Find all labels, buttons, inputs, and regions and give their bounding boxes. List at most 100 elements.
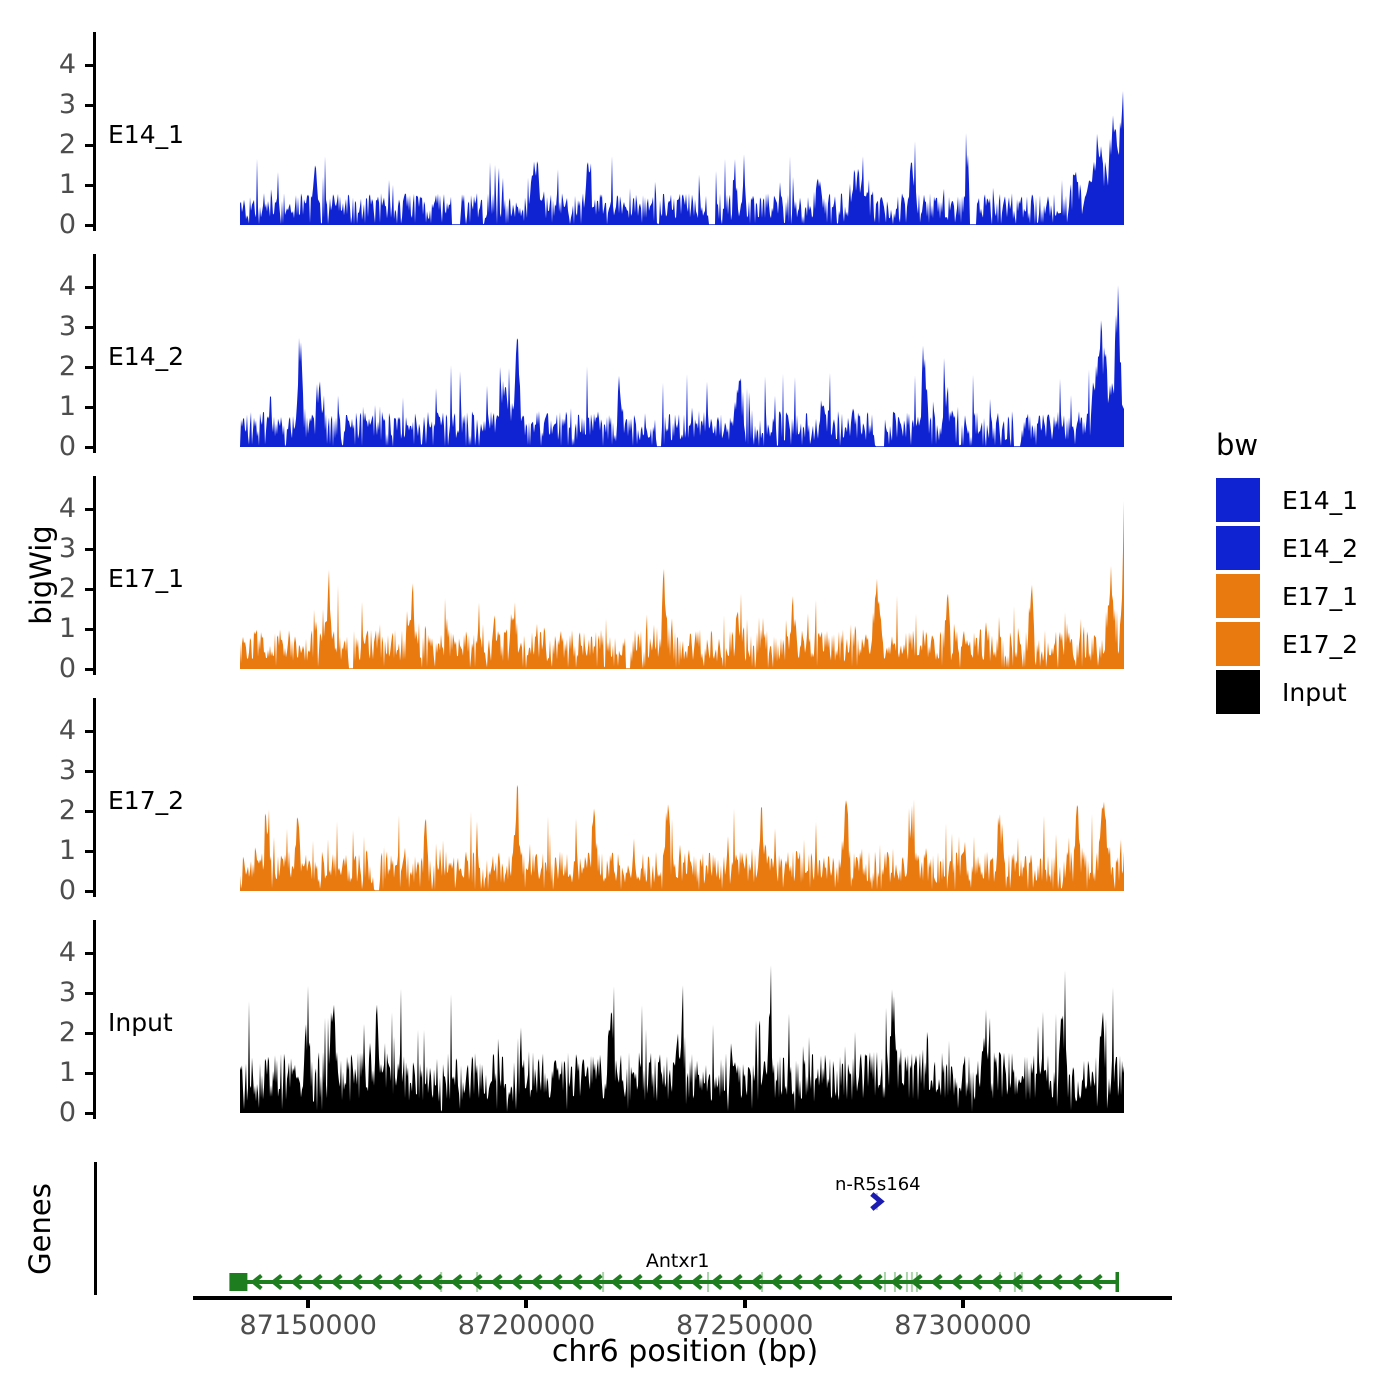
strand-arrow-left-icon <box>550 1273 563 1291</box>
y-tick <box>85 849 93 853</box>
y-tick <box>85 1071 93 1075</box>
x-tick <box>742 1299 747 1308</box>
strand-arrow-left-icon <box>350 1273 363 1291</box>
track-area-E14_1 <box>239 91 1124 225</box>
x-tick-label: 87250000 <box>675 1310 814 1341</box>
y-tick-label: 0 <box>58 1097 76 1128</box>
legend-item-E14_2: E14_2 <box>1216 526 1396 570</box>
legend-item-label: E14_1 <box>1282 485 1359 515</box>
strand-arrow-left-icon <box>530 1273 543 1291</box>
y-tick <box>85 667 93 671</box>
legend-swatch-icon <box>1216 478 1260 522</box>
legend-items: E14_1 E14_2 E17_1 E17_2 Input <box>1216 478 1396 714</box>
y-tick <box>85 991 93 995</box>
gene-name-label: n-R5s164 <box>835 1174 921 1195</box>
y-tick-label: 2 <box>58 129 76 160</box>
x-tick-label: 87300000 <box>894 1310 1032 1341</box>
legend-title: bw <box>1216 428 1259 462</box>
y-tick <box>85 951 93 955</box>
strand-arrow-left-icon <box>730 1273 743 1291</box>
x-tick <box>306 1299 311 1308</box>
strand-arrow-left-icon <box>370 1273 383 1291</box>
strand-arrow-left-icon <box>570 1273 583 1291</box>
x-tick <box>960 1299 965 1308</box>
strand-arrow-left-icon <box>1030 1273 1043 1291</box>
strand-arrow-left-icon <box>970 1273 983 1291</box>
strand-arrow-left-icon <box>810 1273 823 1291</box>
y-tick <box>85 769 93 773</box>
legend: bw E14_1 E14_2 E17_1 E17_2 Input <box>1216 428 1396 718</box>
strand-arrow-left-icon <box>790 1273 803 1291</box>
y-tick <box>85 1031 93 1035</box>
y-tick-label: 2 <box>58 1017 76 1048</box>
genes-svg: n-R5s164 Antxr1 <box>229 1174 1120 1292</box>
y-tick-label: 4 <box>58 715 76 746</box>
strand-arrow-left-icon <box>410 1273 423 1291</box>
y-tick <box>85 627 93 631</box>
strand-arrow-left-icon <box>750 1273 763 1291</box>
gene-name-label: Antxr1 <box>646 1250 710 1272</box>
strand-arrow-left-icon <box>710 1273 723 1291</box>
strand-arrow-left-icon <box>590 1273 603 1291</box>
y-tick <box>85 63 93 67</box>
legend-item-label: E17_2 <box>1282 629 1359 659</box>
strand-arrow-left-icon <box>1010 1273 1023 1291</box>
strand-arrow-left-icon <box>890 1273 903 1291</box>
legend-item-Input: Input <box>1216 670 1396 714</box>
track-name-label: E14_2 <box>108 342 185 371</box>
strand-arrow-left-icon <box>950 1273 963 1291</box>
y-tick <box>85 183 93 187</box>
legend-item-label: Input <box>1282 677 1347 707</box>
y-axis-line <box>93 32 96 231</box>
y-axis-line <box>93 920 96 1119</box>
track-name-label: Input <box>108 1008 173 1037</box>
y-axis-line <box>93 476 96 675</box>
y-tick <box>85 223 93 227</box>
y-tick <box>85 285 93 289</box>
strand-arrow-left-icon <box>430 1273 443 1291</box>
y-axis-line <box>93 698 96 897</box>
y-tick-label: 2 <box>58 795 76 826</box>
legend-swatch-icon <box>1216 526 1260 570</box>
y-tick-label: 0 <box>58 653 76 684</box>
y-tick-label: 3 <box>58 977 76 1008</box>
y-tick <box>85 405 93 409</box>
y-tick-label: 3 <box>58 755 76 786</box>
strand-arrow-left-icon <box>930 1273 943 1291</box>
strand-arrow-left-icon <box>610 1273 623 1291</box>
strand-arrow-right-icon <box>870 1192 885 1211</box>
y-tick-label: 4 <box>58 937 76 968</box>
strand-arrow-left-icon <box>670 1273 683 1291</box>
legend-item-E14_1: E14_1 <box>1216 478 1396 522</box>
gene-end-bar <box>1115 1272 1120 1292</box>
track-name-label: E14_1 <box>108 120 185 149</box>
y-tick <box>85 365 93 369</box>
strand-arrow-left-icon <box>830 1273 843 1291</box>
y-tick-label: 0 <box>58 875 76 906</box>
strand-arrow-left-icon <box>650 1273 663 1291</box>
strand-arrow-left-icon <box>630 1273 643 1291</box>
x-axis-title: chr6 position (bp) <box>551 1334 819 1369</box>
track-area-Input <box>239 965 1124 1113</box>
y-tick <box>85 587 93 591</box>
y-tick-label: 1 <box>58 1057 76 1088</box>
strand-arrow-left-icon <box>390 1273 403 1291</box>
y-tick-label: 2 <box>58 573 76 604</box>
legend-item-E17_2: E17_2 <box>1216 622 1396 666</box>
strand-arrow-left-icon <box>250 1273 263 1291</box>
x-tick-label: 87150000 <box>239 1310 377 1341</box>
y-tick-label: 1 <box>58 613 76 644</box>
y-tick-label: 1 <box>58 169 76 200</box>
strand-arrow-left-icon <box>1070 1273 1083 1291</box>
strand-arrow-left-icon <box>270 1273 283 1291</box>
y-tick <box>85 143 93 147</box>
strand-arrow-left-icon <box>470 1273 483 1291</box>
strand-arrow-left-icon <box>510 1273 523 1291</box>
strand-arrow-left-icon <box>870 1273 883 1291</box>
y-tick <box>85 1111 93 1115</box>
y-tick-label: 4 <box>58 271 76 302</box>
y-tick <box>85 445 93 449</box>
